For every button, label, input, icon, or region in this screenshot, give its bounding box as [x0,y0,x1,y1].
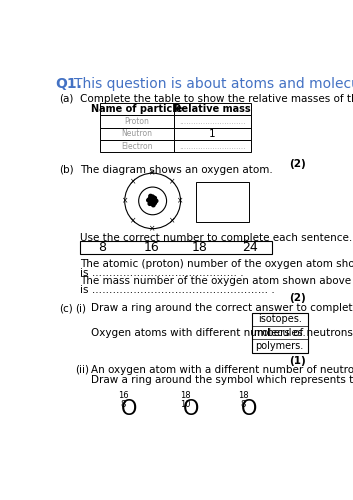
Text: (2): (2) [289,158,306,168]
Text: Use the correct number to complete each sentence.: Use the correct number to complete each … [80,233,352,243]
Text: 24: 24 [242,241,258,254]
Bar [252,312,307,352]
Text: (a): (a) [60,94,74,104]
Text: (1): (1) [289,356,306,366]
Bar [100,116,174,128]
Text: O: O [121,399,138,419]
Text: ◦ Neutron: ◦ Neutron [201,204,245,213]
Text: isotopes.: isotopes. [258,314,302,324]
Text: 8: 8 [120,400,126,409]
Text: ×: × [177,196,184,205]
Text: Complete the table to show the relative masses of the particles in atoms.: Complete the table to show the relative … [80,94,353,104]
Text: Name of particle: Name of particle [91,104,183,115]
Circle shape [152,204,155,207]
Circle shape [149,194,152,198]
Text: The atomic (proton) number of the oxygen atom shown above: The atomic (proton) number of the oxygen… [80,258,353,268]
Text: (b): (b) [60,164,74,174]
Text: This question is about atoms and molecules.: This question is about atoms and molecul… [73,77,353,91]
Text: 18: 18 [238,391,249,400]
Text: 18: 18 [192,241,208,254]
Text: ×: × [121,196,128,205]
Bar [174,103,251,116]
Text: Proton: Proton [124,117,149,126]
Text: Key: Key [212,187,233,197]
Bar [100,103,174,116]
Text: Electron: Electron [121,142,152,150]
Text: ● Proton: ● Proton [201,196,240,204]
Text: The diagram shows an oxygen atom.: The diagram shows an oxygen atom. [80,164,273,174]
Text: Draw a ring around the symbol which represents this atom.: Draw a ring around the symbol which repr… [91,375,353,385]
Text: ×: × [130,216,136,225]
Text: ×: × [169,177,175,186]
Bar [174,128,251,140]
Text: Relative mass: Relative mass [174,104,251,115]
Text: ............................: ............................ [179,117,246,126]
Text: (ii): (ii) [75,365,89,375]
Circle shape [153,196,156,200]
Text: Neutron: Neutron [121,130,152,138]
Text: is …………………………………… .: is …………………………………… . [80,268,244,278]
Text: 10: 10 [180,400,190,409]
Text: × Electron: × Electron [201,212,248,222]
Text: Q1.: Q1. [55,77,82,91]
Circle shape [147,198,150,202]
Text: ............................: ............................ [179,142,246,150]
Text: An oxygen atom with a different number of neutrons has 10 neutrons.: An oxygen atom with a different number o… [91,365,353,375]
Bar [100,140,174,152]
Circle shape [148,197,151,200]
Text: 16: 16 [118,391,128,400]
Text: molecules.: molecules. [253,328,306,338]
Text: 1: 1 [209,129,216,139]
Bar [80,241,272,254]
Text: ×: × [149,224,156,233]
Text: 18: 18 [180,391,191,400]
Bar [174,116,251,128]
Circle shape [148,202,151,205]
Bar [196,182,249,222]
Text: 8: 8 [241,400,246,409]
Text: O: O [183,399,199,419]
Text: 8: 8 [98,241,106,254]
Text: ×: × [169,216,175,225]
Text: (i): (i) [75,304,86,314]
Bar [100,128,174,140]
Circle shape [154,199,158,202]
Text: is …………………………………………… .: is …………………………………………… . [80,285,275,295]
Circle shape [150,199,154,202]
Text: ×: × [149,168,156,177]
Text: ×: × [130,177,136,186]
Circle shape [153,202,156,204]
Text: O: O [241,399,258,419]
Bar [174,140,251,152]
Circle shape [151,195,154,198]
Text: Oxygen atoms with different numbers of neutrons are called: Oxygen atoms with different numbers of n… [91,328,353,338]
Text: (c): (c) [60,304,73,314]
Text: The mass number of the oxygen atom shown above: The mass number of the oxygen atom shown… [80,276,351,285]
Text: (2): (2) [289,292,306,302]
Text: polymers.: polymers. [256,341,304,351]
Text: Draw a ring around the correct answer to complete each sentence.: Draw a ring around the correct answer to… [91,304,353,314]
Text: 16: 16 [144,241,160,254]
